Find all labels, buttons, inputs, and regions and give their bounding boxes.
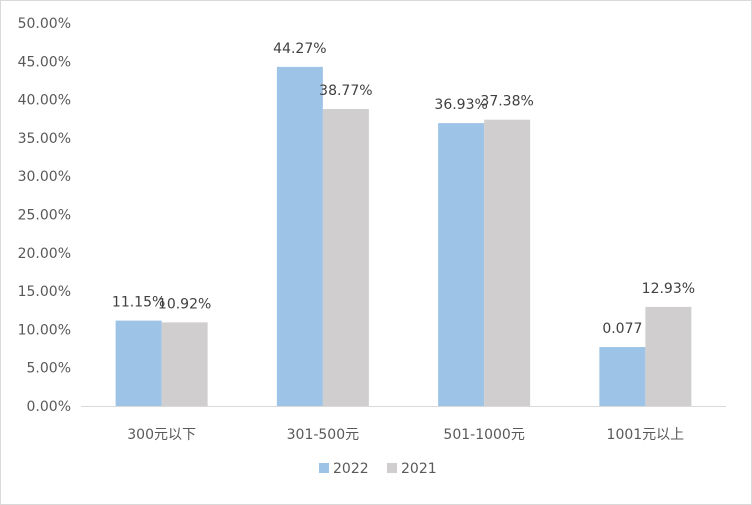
legend-label: 2022 [333, 461, 369, 477]
y-tick-label: 35.00% [18, 131, 71, 147]
data-label: 10.92% [158, 296, 211, 312]
y-tick-label: 40.00% [18, 93, 71, 109]
bar-2022-2 [276, 66, 323, 407]
y-tick-label: 5.00% [27, 361, 71, 377]
bar-2021-4 [645, 306, 692, 406]
bar-2021-1 [161, 322, 208, 406]
y-tick-label: 20.00% [18, 246, 71, 262]
y-tick-label: 50.00% [18, 16, 71, 32]
x-tick-label: 300元以下 [127, 427, 196, 443]
x-tick-label: 501-1000元 [443, 427, 524, 443]
data-label: 38.77% [319, 83, 372, 99]
data-label: 0.077 [602, 321, 642, 337]
x-tick-label: 1001元以上 [607, 427, 685, 443]
y-tick-label: 25.00% [18, 208, 71, 224]
y-tick-label: 45.00% [18, 54, 71, 70]
legend-swatch-2021 [387, 463, 397, 473]
y-tick-label: 0.00% [27, 399, 71, 415]
bar-2021-3 [484, 119, 531, 407]
bar-2022-1 [115, 320, 162, 406]
data-label: 12.93% [642, 281, 695, 297]
data-label: 11.15% [112, 295, 165, 311]
bar-2022-3 [438, 123, 485, 406]
bar-2022-4 [599, 347, 646, 406]
x-tick-label: 301-500元 [287, 427, 360, 443]
data-label: 37.38% [480, 94, 533, 110]
legend-label: 2021 [401, 461, 437, 477]
y-tick-label: 30.00% [18, 169, 71, 185]
legend-swatch-2022 [319, 463, 329, 473]
data-label: 36.93% [434, 97, 487, 113]
y-tick-label: 10.00% [18, 322, 71, 338]
data-label: 44.27% [273, 41, 326, 57]
bar-2021-2 [322, 109, 369, 407]
y-tick-label: 15.00% [18, 284, 71, 300]
